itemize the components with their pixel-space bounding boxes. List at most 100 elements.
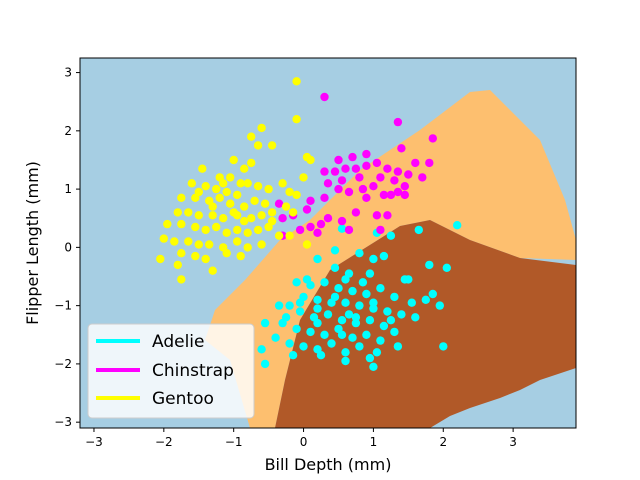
point-gentoo-76 bbox=[194, 187, 203, 197]
point-gentoo-61 bbox=[177, 249, 186, 258]
x-tick-label: 2 bbox=[439, 435, 447, 449]
point-gentoo-67 bbox=[177, 275, 186, 284]
point-adelie-58 bbox=[341, 348, 350, 357]
point-adelie-17 bbox=[320, 278, 329, 287]
point-gentoo-50 bbox=[264, 222, 273, 232]
point-adelie-38 bbox=[365, 316, 375, 325]
point-gentoo-35 bbox=[208, 211, 217, 220]
point-adelie-43 bbox=[421, 295, 430, 304]
point-chinstrap-10 bbox=[330, 167, 340, 176]
point-adelie-21 bbox=[376, 284, 385, 293]
point-adelie-74 bbox=[358, 278, 368, 287]
point-chinstrap-32 bbox=[306, 196, 315, 205]
point-adelie-62 bbox=[288, 351, 298, 360]
point-gentoo-58 bbox=[233, 237, 242, 246]
point-chinstrap-6 bbox=[362, 149, 371, 159]
point-chinstrap-50 bbox=[372, 211, 382, 220]
point-gentoo-65 bbox=[222, 249, 231, 258]
point-chinstrap-39 bbox=[278, 214, 287, 223]
point-chinstrap-49 bbox=[351, 208, 361, 217]
point-adelie-79 bbox=[281, 313, 291, 322]
y-tick-label: 1 bbox=[64, 182, 72, 196]
point-gentoo-52 bbox=[159, 234, 168, 243]
point-adelie-64 bbox=[341, 356, 350, 366]
point-adelie-12 bbox=[365, 269, 375, 278]
point-gentoo-36 bbox=[219, 214, 228, 223]
point-adelie-69 bbox=[274, 301, 284, 310]
point-chinstrap-17 bbox=[404, 170, 413, 179]
point-chinstrap-51 bbox=[383, 211, 392, 220]
legend-label-gentoo: Gentoo bbox=[152, 389, 214, 409]
scatter-points bbox=[156, 77, 462, 371]
point-adelie-67 bbox=[439, 342, 448, 351]
point-chinstrap-31 bbox=[320, 193, 329, 202]
point-gentoo-14 bbox=[212, 184, 221, 194]
point-chinstrap-30 bbox=[393, 187, 403, 197]
point-adelie-54 bbox=[285, 339, 294, 348]
point-gentoo-31 bbox=[281, 202, 291, 211]
point-gentoo-47 bbox=[233, 225, 242, 235]
point-gentoo-44 bbox=[201, 225, 210, 235]
point-chinstrap-37 bbox=[302, 205, 312, 214]
region-chinstrap bbox=[205, 90, 576, 428]
point-adelie-85 bbox=[351, 313, 361, 322]
point-gentoo-45 bbox=[212, 222, 221, 232]
point-chinstrap-8 bbox=[334, 155, 343, 165]
point-chinstrap-9 bbox=[320, 167, 329, 176]
point-gentoo-17 bbox=[243, 179, 252, 188]
point-adelie-49 bbox=[348, 333, 357, 342]
point-gentoo-72 bbox=[299, 173, 308, 182]
point-gentoo-0 bbox=[292, 77, 301, 86]
point-adelie-18 bbox=[334, 284, 343, 293]
point-adelie-50 bbox=[362, 330, 371, 339]
point-chinstrap-16 bbox=[393, 167, 403, 176]
point-adelie-81 bbox=[369, 362, 378, 371]
point-gentoo-49 bbox=[253, 225, 263, 235]
point-adelie-9 bbox=[379, 251, 389, 261]
plot-frame bbox=[79, 57, 577, 429]
point-adelie-15 bbox=[292, 278, 301, 287]
region-gentoo-corner bbox=[430, 368, 576, 428]
point-gentoo-32 bbox=[173, 208, 182, 217]
point-gentoo-10 bbox=[226, 173, 235, 182]
point-adelie-26 bbox=[313, 295, 322, 304]
point-chinstrap-15 bbox=[383, 164, 392, 173]
point-chinstrap-21 bbox=[355, 173, 364, 182]
point-gentoo-16 bbox=[233, 190, 242, 200]
point-gentoo-34 bbox=[194, 211, 203, 220]
point-gentoo-27 bbox=[240, 202, 249, 211]
point-adelie-52 bbox=[390, 327, 399, 337]
x-tick-label: 3 bbox=[509, 435, 517, 449]
point-chinstrap-42 bbox=[316, 219, 326, 229]
point-adelie-76 bbox=[369, 298, 378, 307]
point-chinstrap-40 bbox=[323, 214, 333, 223]
point-gentoo-6 bbox=[240, 164, 249, 173]
point-gentoo-2 bbox=[257, 123, 266, 133]
point-adelie-4 bbox=[386, 231, 396, 240]
point-chinstrap-36 bbox=[274, 199, 284, 208]
point-gentoo-7 bbox=[247, 158, 256, 168]
point-adelie-28 bbox=[341, 298, 350, 307]
point-adelie-80 bbox=[260, 359, 270, 369]
point-adelie-36 bbox=[337, 316, 347, 325]
point-gentoo-46 bbox=[222, 228, 231, 237]
point-adelie-32 bbox=[285, 301, 294, 310]
point-gentoo-20 bbox=[278, 179, 287, 188]
y-axis-label: Flipper Length (mm) bbox=[23, 161, 42, 325]
point-gentoo-75 bbox=[285, 231, 294, 240]
x-axis-label: Bill Depth (mm) bbox=[265, 455, 392, 474]
point-gentoo-73 bbox=[292, 190, 301, 200]
point-adelie-35 bbox=[323, 310, 333, 319]
point-adelie-77 bbox=[344, 310, 354, 319]
point-gentoo-28 bbox=[250, 196, 259, 205]
point-gentoo-21 bbox=[285, 187, 294, 197]
point-gentoo-66 bbox=[156, 254, 165, 264]
point-gentoo-81 bbox=[240, 216, 249, 226]
point-adelie-31 bbox=[383, 307, 392, 316]
y-tick-label: −2 bbox=[54, 357, 72, 371]
point-chinstrap-1 bbox=[393, 117, 403, 127]
point-adelie-8 bbox=[369, 254, 378, 264]
point-gentoo-51 bbox=[274, 231, 284, 240]
legend-label-adelie: Adelie bbox=[152, 332, 205, 352]
point-gentoo-53 bbox=[170, 237, 179, 246]
